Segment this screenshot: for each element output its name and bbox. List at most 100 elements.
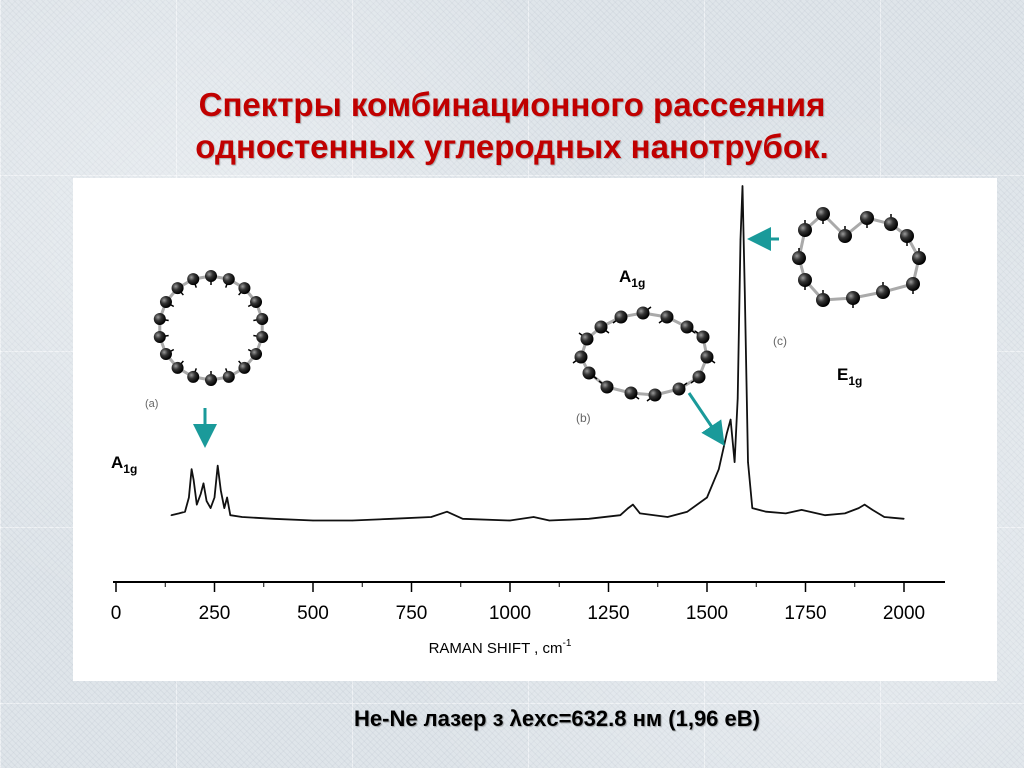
inset-a-radial-mode — [153, 270, 269, 386]
carbon-atom — [876, 285, 890, 299]
carbon-atom — [860, 211, 874, 225]
carbon-atom — [250, 348, 263, 360]
carbon-atom — [159, 348, 172, 360]
x-axis-ticks — [115, 582, 905, 592]
carbon-atom — [600, 380, 614, 394]
title-line-1: Спектры комбинационного рассеяния — [198, 86, 826, 123]
annotation-a1g-left: A1g — [111, 453, 137, 476]
carbon-atom — [798, 273, 812, 287]
spectrum-point — [533, 516, 535, 518]
spectrum-point — [170, 514, 172, 516]
spectrum-point — [446, 511, 448, 513]
inset-a-label: (a) — [145, 398, 158, 410]
inset-c-mode — [792, 207, 926, 308]
carbon-atom — [153, 331, 166, 344]
carbon-atom — [582, 366, 596, 380]
carbon-atom — [692, 370, 706, 384]
carbon-atom — [660, 310, 674, 324]
spectrum-point — [229, 514, 231, 516]
annotation-e1g: E1g — [837, 365, 862, 388]
title-line-2: одностенных углеродных нанотрубок. — [195, 128, 829, 165]
spectrum-point — [391, 518, 393, 520]
carbon-atom — [816, 207, 830, 221]
spectrum-point — [509, 519, 511, 522]
carbon-atom — [624, 386, 638, 400]
carbon-atom — [594, 320, 608, 334]
carbon-atom — [256, 312, 269, 325]
carbon-atom — [906, 277, 920, 291]
spectrum-point — [627, 507, 629, 509]
slide-title: Спектры комбинационного рассеяния одност… — [0, 84, 1024, 168]
spectrum-point — [739, 238, 742, 240]
spectrum-point — [178, 512, 180, 515]
carbon-atom — [672, 382, 686, 396]
carbon-atom — [171, 361, 184, 374]
x-tick-label-250: 250 — [199, 603, 231, 624]
spectrum-point — [226, 496, 228, 499]
carbon-atom — [580, 332, 594, 346]
spectrum-point — [733, 461, 736, 463]
spectrum-point — [667, 516, 669, 518]
spectrum-point — [639, 512, 641, 515]
carbon-atom — [238, 361, 251, 374]
spectrum-point — [213, 496, 216, 499]
spectrum-point — [858, 507, 860, 509]
spectrum-point — [223, 507, 225, 509]
spectrum-point — [273, 518, 275, 520]
spectrum-point — [751, 507, 753, 509]
carbon-atom — [636, 306, 650, 320]
spectrum-point — [871, 509, 874, 511]
carbon-atom — [250, 296, 263, 308]
spectrum-point — [200, 493, 202, 495]
spectrum-point — [706, 496, 708, 499]
spectrum-point — [184, 511, 186, 513]
spectrum-point — [903, 518, 905, 520]
spectrum-point — [312, 519, 314, 522]
carbon-atom — [884, 217, 898, 231]
spectrum-points — [170, 185, 905, 522]
spectrum-point — [220, 489, 222, 492]
carbon-atom — [614, 310, 628, 324]
spectrum-point — [824, 514, 826, 516]
spectrum-point — [765, 511, 767, 513]
carbon-atom — [153, 312, 166, 325]
carbon-atom — [680, 320, 694, 334]
spectrum-point — [351, 519, 353, 522]
carbon-atom — [205, 374, 217, 386]
spectrum-point — [217, 465, 219, 467]
carbon-atom — [205, 270, 217, 282]
spectrum-point — [196, 504, 198, 506]
x-tick-label-500: 500 — [297, 603, 329, 624]
spectrum-point — [883, 516, 885, 518]
spectrum-point — [430, 516, 432, 518]
spectrum-point — [462, 518, 464, 520]
spectrum-point — [209, 507, 212, 509]
x-tick-label-2000: 2000 — [883, 603, 925, 624]
raman-spectrum-chart: 0 250 500 750 1000 1250 1500 1750 2000 RAMAN SHI… — [111, 185, 945, 657]
spectrum-point — [730, 419, 732, 421]
carbon-atom — [816, 293, 830, 307]
spectrum-point — [191, 468, 193, 470]
spectrum-point — [188, 496, 190, 499]
carbon-atom — [222, 370, 235, 383]
carbon-atom — [187, 370, 200, 383]
spectrum-point — [206, 500, 208, 502]
spectrum-point — [686, 511, 688, 513]
inset-c-label: (c) — [773, 334, 787, 348]
x-axis-tick-labels: 0 250 500 750 1000 1250 1500 1750 2000 — [111, 603, 925, 624]
carbon-atom — [900, 229, 914, 243]
spectrum-point — [548, 519, 550, 522]
laser-caption: He-Ne лазер з λexc=632.8 нм (1,96 eB) — [354, 706, 760, 731]
carbon-atom — [574, 350, 588, 364]
carbon-atom — [238, 282, 251, 295]
carbon-atom — [792, 251, 806, 265]
spectrum-point — [844, 512, 846, 515]
spectrum-point — [864, 504, 866, 506]
x-tick-label-750: 750 — [396, 603, 428, 624]
carbon-atom — [700, 350, 714, 364]
spectrum-point — [744, 291, 746, 293]
arrow-b-diagonal — [687, 392, 725, 446]
carbon-atom — [171, 282, 184, 295]
spectrum-point — [800, 509, 803, 511]
carbon-atom — [912, 251, 926, 265]
